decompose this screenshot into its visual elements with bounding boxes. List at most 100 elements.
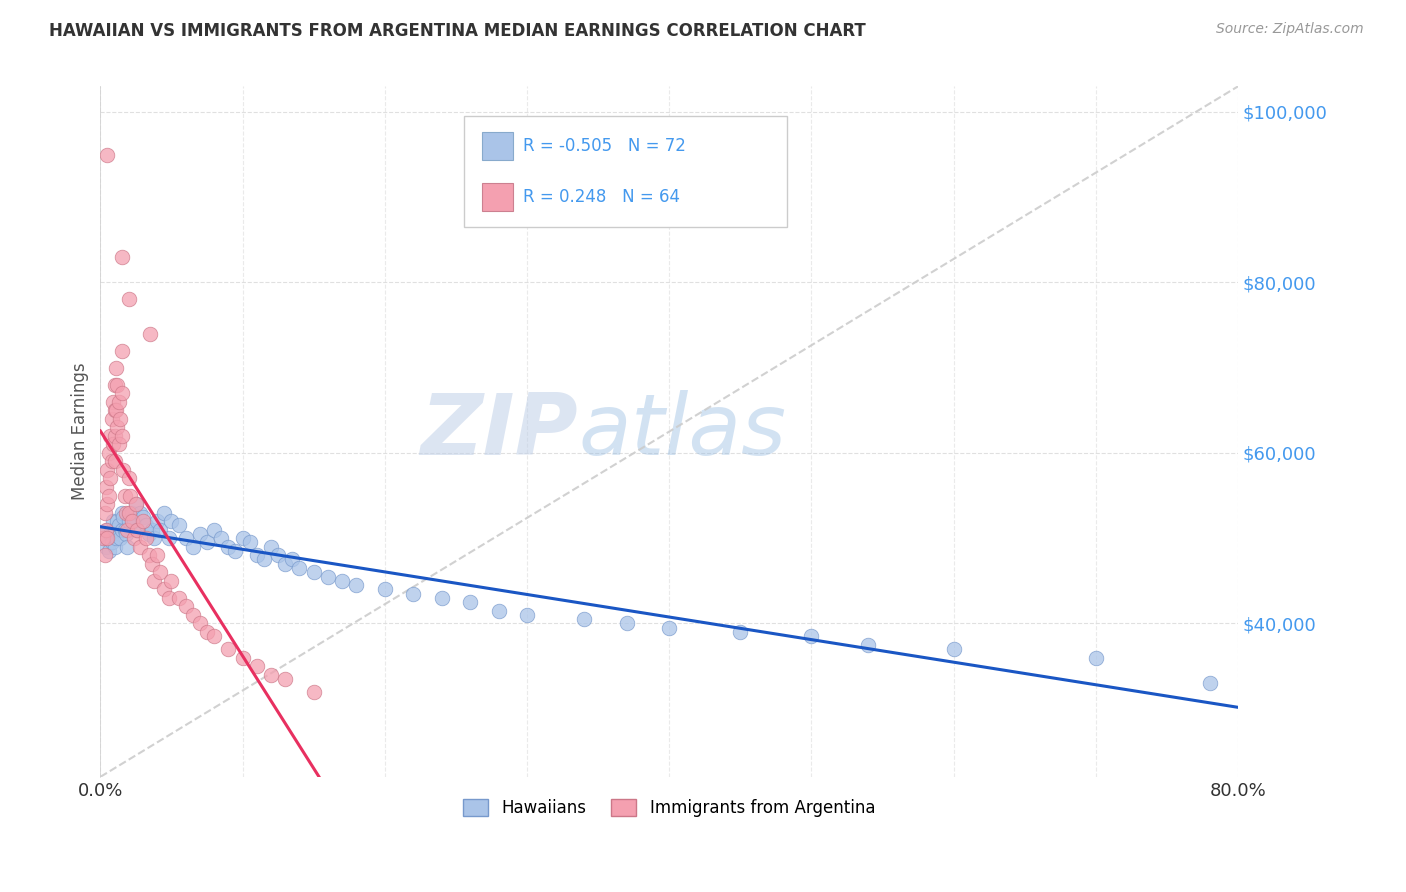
Point xyxy=(101,394,124,409)
Point xyxy=(91,531,114,545)
Point xyxy=(181,607,204,622)
Point xyxy=(132,509,155,524)
Point xyxy=(181,540,204,554)
Point xyxy=(202,629,225,643)
Point xyxy=(94,523,117,537)
Text: ZIP: ZIP xyxy=(420,390,578,473)
Point xyxy=(402,586,425,600)
Point xyxy=(101,437,124,451)
Point xyxy=(98,527,121,541)
Point xyxy=(330,574,353,588)
Point xyxy=(516,607,538,622)
Point xyxy=(114,489,136,503)
Point xyxy=(316,569,339,583)
Point xyxy=(167,518,190,533)
Point xyxy=(111,506,134,520)
Point xyxy=(129,540,152,554)
Point xyxy=(121,514,143,528)
Point xyxy=(267,548,290,562)
Text: HAWAIIAN VS IMMIGRANTS FROM ARGENTINA MEDIAN EARNINGS CORRELATION CHART: HAWAIIAN VS IMMIGRANTS FROM ARGENTINA ME… xyxy=(49,22,866,40)
Point xyxy=(135,518,157,533)
Point xyxy=(149,523,172,537)
Point xyxy=(658,621,681,635)
Point xyxy=(153,506,176,520)
Point xyxy=(94,480,117,494)
Point xyxy=(730,624,752,639)
Point xyxy=(616,616,638,631)
Point xyxy=(260,667,283,681)
Point xyxy=(232,531,254,545)
Point xyxy=(488,604,510,618)
Point xyxy=(111,429,134,443)
Point xyxy=(96,463,118,477)
Point xyxy=(174,531,197,545)
Point xyxy=(281,552,304,566)
Point xyxy=(103,540,125,554)
Y-axis label: Median Earnings: Median Earnings xyxy=(72,363,89,500)
Point xyxy=(141,557,163,571)
Point xyxy=(800,629,823,643)
Point xyxy=(209,531,232,545)
Point xyxy=(107,377,129,392)
Point xyxy=(96,531,118,545)
Point xyxy=(93,506,115,520)
Text: R = 0.248   N = 64: R = 0.248 N = 64 xyxy=(523,188,681,206)
Point xyxy=(138,527,160,541)
Text: Source: ZipAtlas.com: Source: ZipAtlas.com xyxy=(1216,22,1364,37)
Point xyxy=(125,497,148,511)
Point xyxy=(572,612,595,626)
Point xyxy=(108,437,131,451)
Point xyxy=(107,514,129,528)
Point xyxy=(127,523,149,537)
Point xyxy=(104,531,127,545)
Point xyxy=(217,642,239,657)
Point xyxy=(103,523,125,537)
Point xyxy=(274,557,297,571)
Point xyxy=(1198,676,1220,690)
Point xyxy=(188,527,211,541)
Point xyxy=(118,471,141,485)
Point xyxy=(93,548,115,562)
Point xyxy=(174,599,197,614)
Point xyxy=(232,650,254,665)
Point xyxy=(93,531,115,545)
Point xyxy=(103,454,125,468)
Point xyxy=(458,595,481,609)
Point xyxy=(288,561,311,575)
Point xyxy=(110,412,132,426)
Point xyxy=(138,548,160,562)
Point xyxy=(217,540,239,554)
Point xyxy=(98,471,121,485)
Point xyxy=(96,147,118,161)
Point xyxy=(115,506,138,520)
Point xyxy=(195,535,218,549)
Point xyxy=(146,548,169,562)
Point xyxy=(97,544,120,558)
Point xyxy=(146,514,169,528)
Point xyxy=(97,489,120,503)
Point xyxy=(129,506,152,520)
Point xyxy=(125,497,148,511)
Point xyxy=(132,514,155,528)
Point xyxy=(97,446,120,460)
Point xyxy=(188,616,211,631)
Point xyxy=(127,523,149,537)
Point xyxy=(302,566,325,580)
Point xyxy=(118,514,141,528)
Point xyxy=(111,343,134,358)
Point xyxy=(112,463,135,477)
Point xyxy=(96,497,118,511)
Point xyxy=(94,540,117,554)
Point xyxy=(135,531,157,545)
Point xyxy=(253,552,276,566)
Point xyxy=(139,326,162,341)
Point xyxy=(141,523,163,537)
Point xyxy=(1084,650,1107,665)
Point xyxy=(160,574,183,588)
Point xyxy=(374,582,396,597)
Point xyxy=(104,403,127,417)
Point xyxy=(153,582,176,597)
Point xyxy=(167,591,190,605)
Point xyxy=(224,544,246,558)
Point xyxy=(96,523,118,537)
